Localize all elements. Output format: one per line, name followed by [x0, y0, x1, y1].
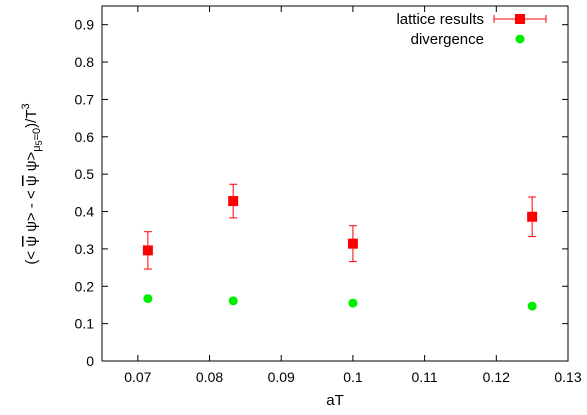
y-tick-label: 0.4	[75, 204, 95, 220]
x-tick-label: 0.07	[124, 369, 151, 385]
y-axis-label: (< ψ ψ> - < ψ ψ>μ5=0)/T3	[20, 103, 44, 264]
y-tick-labels: 0 0.1 0.2 0.3 0.4 0.5 0.6 0.7 0.8 0.9	[75, 17, 95, 369]
y-tick-label: 0.5	[75, 166, 95, 182]
x-tick-label: 0.08	[196, 369, 223, 385]
legend-label-divergence: divergence	[411, 31, 484, 48]
divergence-point	[143, 294, 153, 304]
legend: lattice results divergence	[396, 11, 547, 48]
divergence-point	[348, 298, 358, 308]
y-tick-label: 0.6	[75, 129, 95, 145]
y-tick-label: 0.2	[75, 278, 95, 294]
x-tick-label: 0.1	[343, 369, 363, 385]
y-tick-label: 0.1	[75, 316, 95, 332]
lattice-point	[527, 196, 538, 238]
x-tick-label: 0.13	[554, 369, 581, 385]
y-tick-label: 0.8	[75, 54, 95, 70]
divergence-point	[527, 301, 537, 311]
x-tick-label: 0.09	[268, 369, 295, 385]
lattice-marker	[347, 238, 358, 249]
lattice-marker	[527, 211, 538, 222]
legend-marker-circle	[515, 34, 525, 44]
plot-frame	[101, 5, 569, 362]
psi-bar-1: ψ	[23, 236, 40, 247]
lattice-point	[228, 183, 239, 219]
lattice-marker	[228, 196, 239, 207]
axis-ticks	[102, 6, 569, 362]
x-tick-labels: 0.07 0.08 0.09 0.1 0.11 0.12 0.13	[124, 369, 582, 385]
x-axis-label: aT	[326, 392, 344, 409]
data-marks	[142, 183, 538, 311]
x-tick-label: 0.11	[412, 369, 438, 385]
legend-marker-square	[515, 14, 525, 24]
y-tick-label: 0.3	[75, 241, 95, 257]
lattice-marker	[142, 245, 153, 256]
lattice-point	[347, 225, 358, 263]
x-tick-label: 0.12	[483, 369, 510, 385]
legend-label-lattice: lattice results	[396, 11, 484, 28]
y-tick-label: 0.9	[75, 17, 95, 33]
lattice-point	[142, 231, 153, 270]
y-tick-label: 0	[86, 353, 94, 369]
divergence-point	[228, 296, 238, 306]
psi-bar-2: ψ	[23, 175, 40, 186]
y-tick-label: 0.7	[75, 91, 95, 107]
